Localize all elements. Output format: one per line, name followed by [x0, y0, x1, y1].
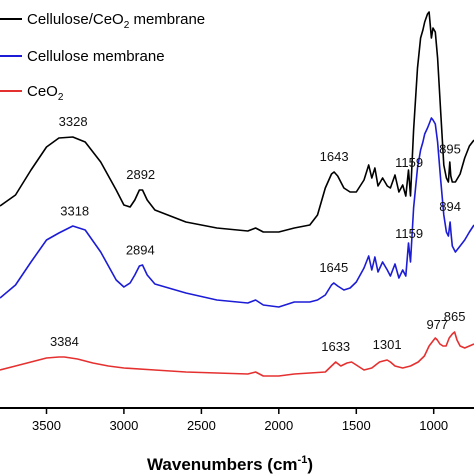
peak-label: 3384 — [50, 334, 79, 349]
peak-labels: 3328 2892 1643 1159 895 3318 2894 1645 1159 894 33… — [50, 114, 466, 354]
peak-label: 1159 — [395, 226, 423, 241]
peak-label: 3318 — [60, 204, 89, 219]
x-tick-label: 1000 — [419, 418, 448, 433]
peak-label: 895 — [439, 141, 461, 156]
x-tick-label: 2500 — [187, 418, 216, 433]
legend-label: Cellulose/CeO2 membrane — [27, 11, 205, 31]
peak-label: 2892 — [126, 167, 155, 182]
legend-label: CeO2 — [27, 83, 64, 103]
peak-label: 3328 — [59, 114, 88, 129]
x-tick-label: 1500 — [342, 418, 371, 433]
x-tick-label: 2000 — [264, 418, 293, 433]
peak-label: 977 — [426, 317, 448, 332]
series-line-3 — [0, 331, 474, 377]
x-axis-ticks: 3500 3000 2500 2000 1500 1000 — [32, 408, 448, 433]
peak-label: 1301 — [373, 337, 402, 352]
x-tick-label: 3500 — [32, 418, 61, 433]
legend: Cellulose/CeO2 membrane Cellulose membran… — [0, 11, 205, 103]
peak-label: 894 — [439, 199, 461, 214]
peak-label: 1643 — [320, 149, 349, 164]
series-layer — [0, 11, 474, 377]
peak-label: 865 — [444, 309, 466, 324]
legend-label: Cellulose membrane — [27, 48, 165, 65]
peak-label: 1159 — [395, 155, 423, 170]
peak-label: 1633 — [321, 339, 350, 354]
x-tick-label: 3000 — [109, 418, 138, 433]
series-line-1 — [0, 11, 474, 233]
peak-label: 2894 — [126, 243, 155, 258]
peak-label: 1645 — [319, 260, 348, 275]
x-axis-title: Wavenumbers (cm-1) — [147, 454, 313, 474]
series-line-2 — [0, 117, 474, 308]
